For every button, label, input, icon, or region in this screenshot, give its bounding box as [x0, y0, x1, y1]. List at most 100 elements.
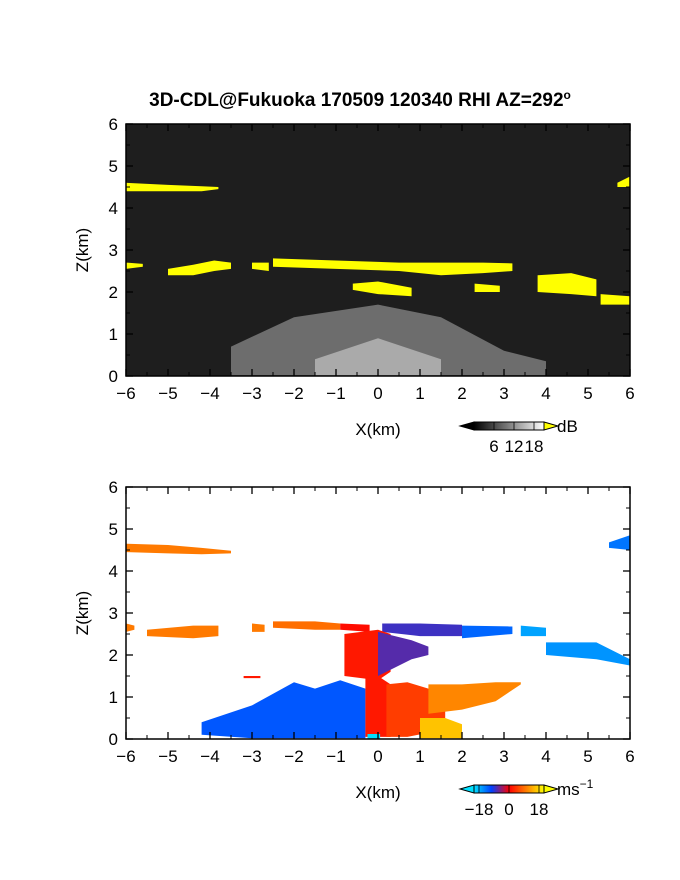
top-xtick-label: 5: [583, 384, 592, 403]
bot-echo-region-14: [201, 680, 366, 739]
bot-xtick-label: 0: [373, 747, 382, 766]
top-ytick-label: 5: [109, 157, 118, 176]
bot-echo-region-4: [252, 623, 265, 632]
top-xtick-label: −5: [158, 384, 177, 403]
bot-echo-region-10: [546, 642, 630, 666]
bottom-plot-data: [126, 535, 630, 739]
bottom-colorbar-unit: ms−1: [557, 777, 594, 799]
top-echo-region-9: [600, 294, 630, 305]
bot-echo-region-7: [382, 623, 462, 637]
top-axes: −6 −5 −4 −3 −2 −1 0 1 2 3 4 5 6 0 1 2 3 4 5 6: [109, 115, 635, 403]
bot-colorbar-tick-label: −18: [465, 800, 494, 819]
bot-ytick-label: 5: [109, 520, 118, 539]
bottom-ylabel: Z(km): [73, 591, 92, 635]
top-ytick-label: 4: [109, 199, 118, 218]
top-plot-data: [126, 176, 630, 376]
bot-echo-region-8: [462, 625, 513, 639]
bot-ytick-label: 3: [109, 604, 118, 623]
top-ytick-label: 0: [109, 367, 118, 386]
top-xtick-label: 6: [625, 384, 634, 403]
bot-xtick-label: 3: [499, 747, 508, 766]
figure-title-text: 3D-CDL@Fukuoka 170509 120340 RHI AZ=292: [149, 90, 563, 111]
top-echo-region-0: [126, 182, 219, 192]
top-echo-region-6: [352, 281, 412, 297]
bot-xtick-label: 1: [415, 747, 424, 766]
top-echo-region-1: [617, 176, 630, 187]
bot-echo-region-6: [340, 623, 370, 632]
bot-xtick-label: 2: [457, 747, 466, 766]
top-xtick-label: 0: [373, 384, 382, 403]
top-colorbar-tick-label: 18: [525, 437, 544, 456]
bot-xtick-label: −6: [116, 747, 135, 766]
bottom-panel: −6 −5 −4 −3 −2 −1 0 1 2 3 4 5 6 0 1 2 3 4 5 6 X(km) Z(km) −…: [73, 478, 635, 819]
top-xtick-label: −2: [284, 384, 303, 403]
top-echo-region-8: [537, 273, 597, 297]
bottom-colorbar: −18 0 18: [458, 784, 560, 819]
bottom-axes: −6 −5 −4 −3 −2 −1 0 1 2 3 4 5 6 0 1 2 3 4 5 6: [109, 478, 635, 766]
bot-echo-region-12: [378, 631, 429, 676]
bot-echo-region-15: [365, 676, 391, 737]
bot-xtick-label: −2: [284, 747, 303, 766]
bot-xtick-label: −3: [242, 747, 261, 766]
bot-ytick-label: 1: [109, 688, 118, 707]
top-colorbar-tick-label: 6: [489, 437, 498, 456]
bot-xtick-label: 6: [625, 747, 634, 766]
top-echo-region-7: [474, 283, 500, 292]
top-colorbar-under: [458, 421, 475, 431]
bot-echo-region-3: [147, 625, 219, 639]
top-xlabel: X(km): [355, 420, 400, 439]
top-colorbar-tick-label: 12: [505, 437, 524, 456]
top-xtick-label: −6: [116, 384, 135, 403]
top-xtick-label: 2: [457, 384, 466, 403]
bottom-xlabel: X(km): [355, 783, 400, 802]
bottom-colorbar-unit-base: ms: [557, 780, 580, 799]
top-xtick-label: −1: [326, 384, 345, 403]
top-echo-region-2: [126, 262, 143, 269]
bot-echo-region-1: [609, 535, 630, 550]
bot-xtick-label: 5: [583, 747, 592, 766]
top-ytick-label: 1: [109, 325, 118, 344]
bot-colorbar-under: [458, 784, 475, 794]
bot-ytick-label: 6: [109, 478, 118, 497]
figure-title-degree: o: [564, 88, 571, 102]
bot-echo-region-9: [520, 625, 546, 637]
bot-echo-region-18: [420, 718, 462, 739]
top-echo-region-11: [231, 304, 546, 376]
top-echo-region-4: [252, 262, 269, 271]
bot-echo-region-2: [126, 623, 135, 632]
top-xtick-label: −4: [200, 384, 219, 403]
top-xtick-label: 1: [415, 384, 424, 403]
bot-xtick-label: −1: [326, 747, 345, 766]
bot-colorbar-tick-label: 18: [530, 800, 549, 819]
top-colorbar: 6 12 18: [458, 421, 560, 456]
bottom-colorbar-unit-exponent: −1: [580, 777, 594, 791]
figure-title: 3D-CDL@Fukuoka 170509 120340 RHI AZ=292o: [149, 88, 571, 111]
top-echo-region-12: [315, 338, 441, 376]
top-xtick-label: 4: [541, 384, 550, 403]
bot-ytick-label: 4: [109, 562, 118, 581]
bot-colorbar-over: [543, 784, 560, 794]
bot-colorbar-tick-label: 0: [504, 800, 513, 819]
bot-echo-region-5: [273, 621, 341, 630]
top-colorbar-over: [543, 421, 560, 431]
bot-xtick-label: −5: [158, 747, 177, 766]
bot-echo-region-19: [367, 734, 381, 739]
top-echo-region-3: [168, 260, 231, 276]
bot-echo-region-0: [126, 543, 231, 555]
top-colorbar-unit: dB: [557, 417, 578, 436]
bot-echo-region-13: [243, 676, 261, 679]
top-ytick-label: 2: [109, 283, 118, 302]
top-colorbar-gradient: [473, 421, 545, 431]
top-echo-region-5: [273, 258, 513, 276]
bot-ytick-label: 2: [109, 646, 118, 665]
bot-echo-region-17: [428, 682, 521, 714]
top-ytick-label: 3: [109, 241, 118, 260]
top-ylabel: Z(km): [73, 228, 92, 272]
top-xtick-label: −3: [242, 384, 261, 403]
top-ytick-label: 6: [109, 115, 118, 134]
bot-xtick-label: −4: [200, 747, 219, 766]
top-xtick-label: 3: [499, 384, 508, 403]
bot-xtick-label: 4: [541, 747, 550, 766]
